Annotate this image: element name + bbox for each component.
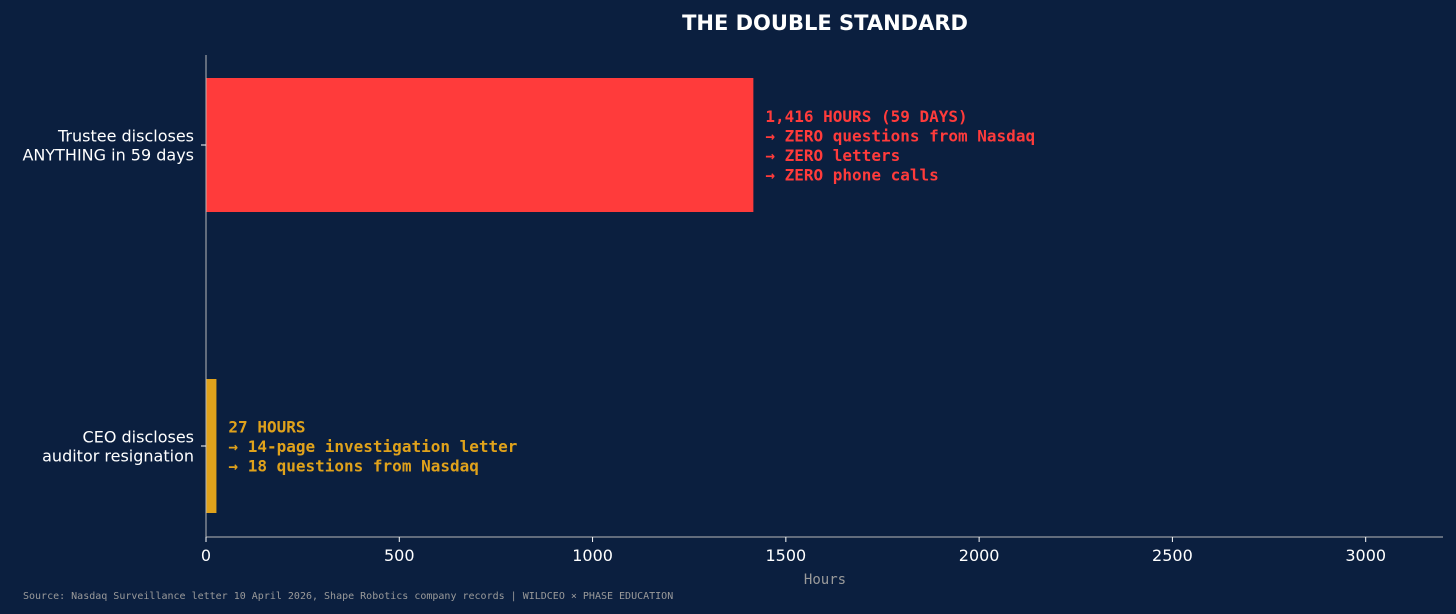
x-tick-label-5: 2500 xyxy=(1152,546,1193,565)
x-tick-label-4: 2000 xyxy=(959,546,1000,565)
x-axis-label: Hours xyxy=(804,572,846,588)
source-note: Source: Nasdaq Surveillance letter 10 Ap… xyxy=(23,591,673,602)
bar-1-annotation-line-1: → 14-page investigation letter xyxy=(228,437,517,456)
x-tick-label-2: 1000 xyxy=(572,546,613,565)
bar-1-annotation-line-0: 27 HOURS xyxy=(228,418,305,437)
bar-0-annotation-line-1: → ZERO questions from Nasdaq xyxy=(765,126,1035,145)
bars-group xyxy=(206,78,754,513)
x-axis: 0 500 1000 1500 2000 2500 3000 xyxy=(201,536,1443,565)
chart-title: THE DOUBLE STANDARD xyxy=(682,11,968,35)
category-label-0-line-0: Trustee discloses xyxy=(57,127,194,146)
x-tick-label-1: 500 xyxy=(384,546,415,565)
bar-0-annotation-line-0: 1,416 HOURS (59 DAYS) xyxy=(765,107,967,126)
annotations-group: 1,416 HOURS (59 DAYS)→ ZERO questions fr… xyxy=(228,107,1035,476)
category-label-1-line-1: auditor resignation xyxy=(42,447,194,466)
category-label-0-line-1: ANYTHING in 59 days xyxy=(22,146,194,165)
bar-0-annotation-line-2: → ZERO letters xyxy=(765,146,900,165)
bar-1 xyxy=(206,379,217,513)
bar-1-annotation-line-2: → 18 questions from Nasdaq xyxy=(228,457,478,476)
bar-0 xyxy=(206,78,754,212)
x-tick-label-0: 0 xyxy=(201,546,211,565)
x-tick-label-6: 3000 xyxy=(1345,546,1386,565)
category-label-1-line-0: CEO discloses xyxy=(83,428,194,447)
x-tick-label-3: 1500 xyxy=(765,546,806,565)
bar-0-annotation-line-3: → ZERO phone calls xyxy=(765,165,938,184)
